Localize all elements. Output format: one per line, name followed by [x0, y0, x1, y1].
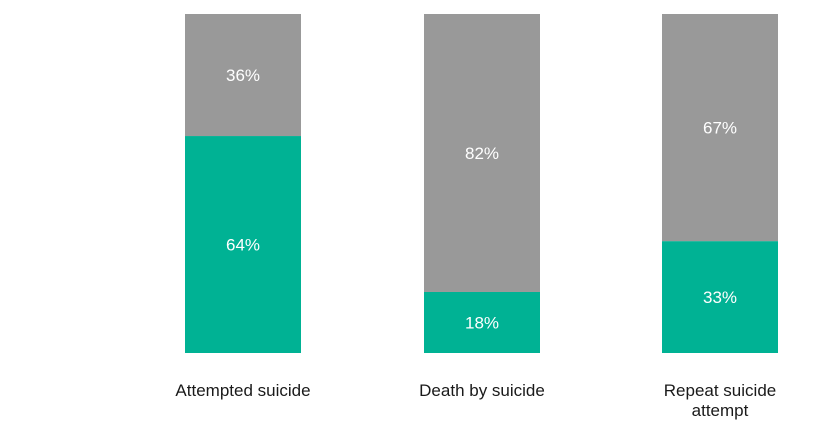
- value-labels-group: 64% 36% 18% 82% 33% 67%: [226, 66, 737, 332]
- bar-segment-gray-1: [185, 14, 301, 137]
- category-label-1: Attempted suicide: [175, 381, 310, 400]
- data-label-green-3: 33%: [703, 288, 737, 307]
- category-labels-group: Attempted suicide Death by suicide Repeat …: [175, 381, 776, 420]
- bar-segment-gray-3: [662, 14, 778, 242]
- bar-segment-green-2: [424, 291, 540, 353]
- category-label-3: Repeat suicide attempt: [664, 381, 776, 420]
- bars-group: [185, 14, 778, 353]
- data-label-gray-3: 67%: [703, 119, 737, 138]
- category-label-line: Death by suicide: [419, 381, 545, 400]
- data-label-green-2: 18%: [465, 313, 499, 332]
- category-label-line: attempt: [692, 401, 749, 420]
- data-label-gray-2: 82%: [465, 144, 499, 163]
- category-label-2: Death by suicide: [419, 381, 545, 400]
- data-label-gray-1: 36%: [226, 66, 260, 85]
- category-label-line: Repeat suicide: [664, 381, 776, 400]
- bar-segment-green-3: [662, 241, 778, 353]
- bar-segment-green-1: [185, 136, 301, 353]
- data-label-green-1: 64%: [226, 236, 260, 255]
- category-label-line: Attempted suicide: [175, 381, 310, 400]
- bar-segment-gray-2: [424, 14, 540, 292]
